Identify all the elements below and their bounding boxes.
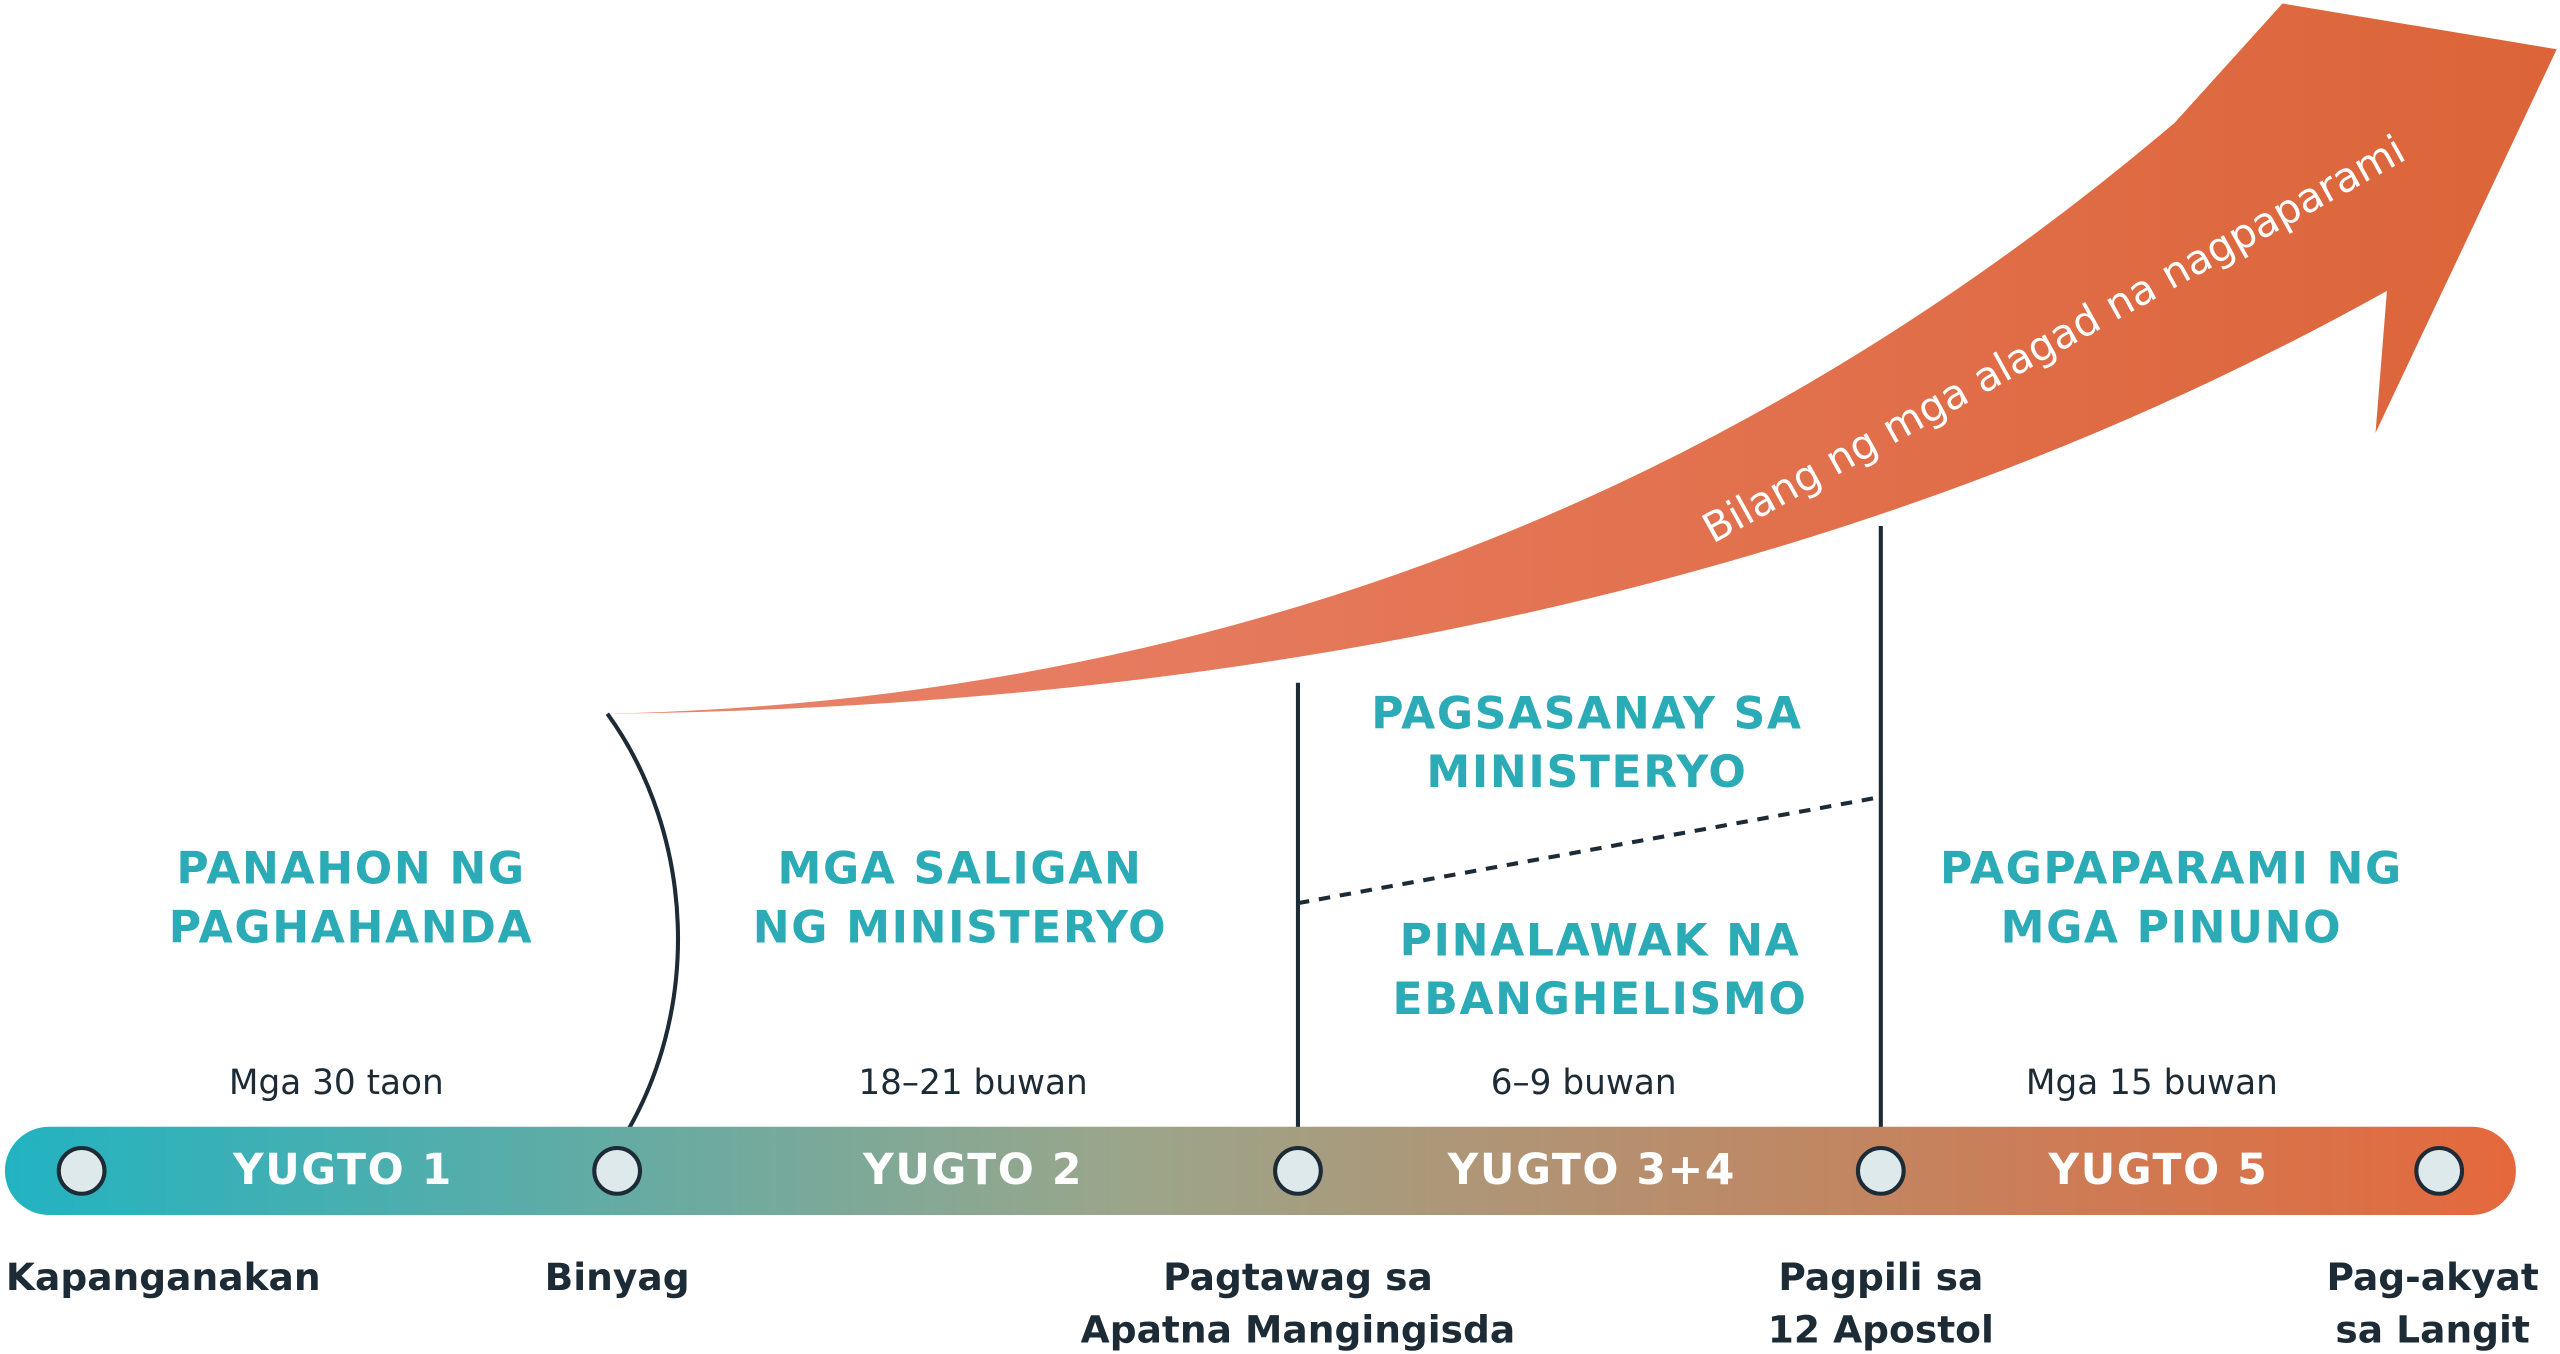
stage-label: YUGTO 1 <box>232 1146 453 1195</box>
phase-title: MINISTERYO <box>1426 747 1747 798</box>
phase-title: MGA SALIGAN <box>778 844 1143 895</box>
duration: Mga 15 buwan <box>2026 1063 2278 1103</box>
milestone-label: Pagpili sa <box>1778 1255 1983 1299</box>
phase-title: PANAHON NG <box>176 844 525 895</box>
milestone-node <box>2414 1145 2465 1196</box>
milestone-node <box>56 1145 107 1196</box>
phase-title: NG MINISTERYO <box>753 902 1167 953</box>
phase-title: MGA PINUNO <box>2001 902 2343 953</box>
phase-title: PAGPAPARAMI NG <box>1940 844 2403 895</box>
phase-title: EBANGHELISMO <box>1392 974 1807 1025</box>
milestone-label: 12 Apostol <box>1768 1307 1994 1351</box>
stage-label: YUGTO 2 <box>862 1146 1083 1195</box>
milestone-node <box>1273 1145 1323 1196</box>
milestone-label: Pagtawag sa <box>1163 1255 1433 1299</box>
growth-arrow <box>607 3 2557 714</box>
milestone-node <box>1855 1145 1906 1196</box>
milestone-label: sa Langit <box>2335 1307 2529 1351</box>
arrow-label: Bilang ng mga alagad na nagpaparami <box>1694 125 2413 552</box>
duration: 18–21 buwan <box>858 1063 1087 1103</box>
divider <box>1297 794 1882 906</box>
phase-title: PAGHAHANDA <box>169 902 533 953</box>
milestone-label: Pag-akyat <box>2326 1255 2538 1299</box>
connector <box>605 712 681 1150</box>
duration: 6–9 buwan <box>1491 1063 1677 1103</box>
duration: Mga 30 taon <box>229 1063 444 1103</box>
milestone-label: Binyag <box>545 1255 690 1299</box>
milestone-label: Apatna Mangingisda <box>1081 1307 1516 1351</box>
phase-title: PAGSASANAY SA <box>1371 688 1802 739</box>
phase-title: PINALAWAK NA <box>1400 915 1801 966</box>
stage-label: YUGTO 3+4 <box>1447 1146 1736 1195</box>
stage-label: YUGTO 5 <box>2047 1146 2268 1195</box>
milestone-node <box>592 1145 643 1196</box>
milestone-label: Kapanganakan <box>6 1255 321 1299</box>
